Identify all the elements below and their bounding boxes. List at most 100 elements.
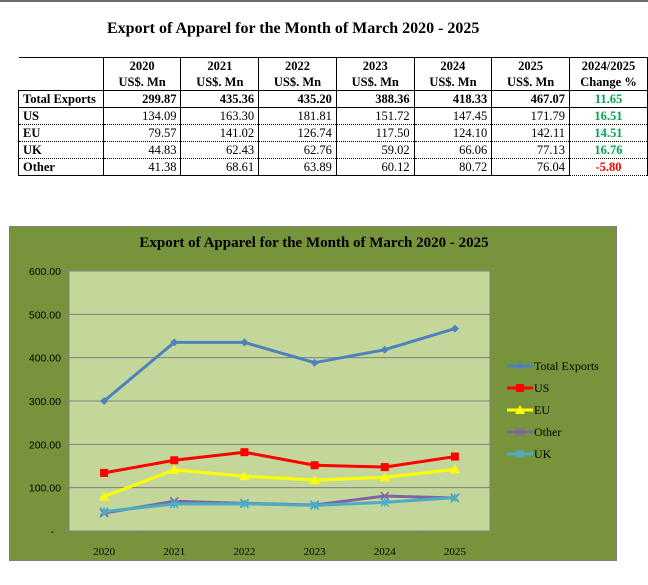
value-cell: 181.81 [258,107,337,125]
spreadsheet-header-strip [0,0,648,2]
row-label: Other [18,158,104,176]
y-tick-label: 100.00 [29,483,61,495]
legend-label: Total Exports [534,358,599,373]
y-tick-label: 400.00 [29,353,61,365]
data-point [450,324,459,333]
header-year: 2025 [491,57,570,74]
value-cell: 117.50 [335,124,415,142]
value-cell: 299.87 [102,90,182,108]
value-cell: 126.74 [258,124,337,142]
header-year: 2020 [102,57,182,74]
value-cell: 59.02 [335,141,415,159]
header-change-label: Change % [568,74,648,91]
data-point [380,345,389,354]
legend-swatch-icon [507,449,533,459]
data-point [450,493,460,503]
value-cell: 435.20 [258,90,337,108]
legend-label: UK [534,446,552,461]
table-row: EU 79.57 141.02 126.74 117.50 124.10 142.11 14.… [18,124,648,142]
legend-item: US [507,377,599,399]
table-row: Other 41.38 68.61 63.89 60.12 80.72 76.04 -5.80 [18,158,648,176]
y-tick-label: 500.00 [29,309,61,321]
value-cell: 44.83 [102,141,182,159]
x-tick-label: 2024 [374,546,397,558]
data-point [99,507,109,517]
series-line-us [103,450,456,475]
row-label: US [18,107,104,125]
data-point [240,338,249,347]
value-cell: 124.10 [413,124,493,142]
data-point [309,475,320,485]
legend-swatch-icon [507,427,533,437]
x-tick-label: 2023 [304,546,327,558]
legend-item: Total Exports [507,355,599,377]
value-cell: 76.04 [491,158,570,176]
data-point [169,499,179,509]
x-tick-label: 2022 [233,546,255,558]
value-cell: 79.57 [102,124,182,142]
value-cell: 60.12 [335,158,415,176]
value-cell: 418.33 [413,90,493,108]
data-point [380,497,390,507]
data-point [240,448,249,457]
value-cell: 151.72 [335,107,415,125]
y-tick-label: - [51,526,55,538]
export-table: 2020 2021 2022 2023 2024 2025 2024/2025 … [18,57,648,176]
header-unit: US$. Mn [335,74,415,91]
header-unit: US$. Mn [258,74,337,91]
chart-title: Export of Apparel for the Month of March… [139,235,489,251]
row-label: UK [18,141,104,159]
chart-panel: Export of Apparel for the Month of March… [9,226,617,561]
series-line-eu [103,467,456,498]
header-unit: US$. Mn [491,74,570,91]
header-unit: US$. Mn [102,74,182,91]
x-tick-label: 2020 [93,546,116,558]
value-cell: 147.45 [413,107,493,125]
change-cell: 16.51 [568,107,648,125]
data-point [310,461,319,470]
series-line-total-exports [103,327,456,403]
value-cell: 66.06 [413,141,493,159]
value-cell: 41.38 [102,158,182,176]
legend-marker-icon [516,384,524,392]
table-row: US 134.09 163.30 181.81 151.72 147.45 171.79 16… [18,107,648,125]
row-label: EU [18,124,104,142]
header-year: 2024 [413,57,493,74]
data-point [169,464,180,474]
change-cell: -5.80 [568,158,648,176]
header-year: 2023 [335,57,415,74]
x-tick-label: 2025 [444,546,467,558]
header-unit: US$. Mn [180,74,260,91]
table-row: Total Exports 299.87 435.36 435.20 388.36 418… [18,90,648,108]
legend-item: UK [507,443,599,465]
legend-marker-icon [516,362,524,370]
value-cell: 62.43 [180,141,260,159]
row-label: Total Exports [18,90,104,108]
change-cell: 11.65 [568,90,648,108]
data-point [100,397,109,406]
page-title: Export of Apparel for the Month of March… [107,20,480,37]
legend-marker-icon [515,449,525,459]
table-row: UK 44.83 62.43 62.76 59.02 66.06 77.13 16.76 [18,141,648,159]
value-cell: 68.61 [180,158,260,176]
value-cell: 134.09 [102,107,182,125]
table-header-row-years: 2020 2021 2022 2023 2024 2025 2024/2025 [18,57,648,74]
data-point [310,500,320,510]
y-tick-label: 300.00 [29,396,61,408]
data-point [449,464,460,474]
line-chart: - 100.00 200.00 300.00 400.00 500.00 600.00 202… [29,266,491,558]
value-cell: 63.89 [258,158,337,176]
data-point [310,358,319,367]
change-cell: 16.76 [568,141,648,159]
value-cell: 142.11 [491,124,570,142]
value-cell: 77.13 [491,141,570,159]
legend-swatch-icon [507,405,533,414]
legend-swatch-icon [507,362,533,370]
data-point [170,338,179,347]
y-tick-label: 200.00 [29,439,61,451]
change-cell: 14.51 [568,124,648,142]
header-change-period: 2024/2025 [568,57,648,74]
value-cell: 388.36 [335,90,415,108]
data-point [239,499,249,509]
legend-label: Other [534,424,562,439]
